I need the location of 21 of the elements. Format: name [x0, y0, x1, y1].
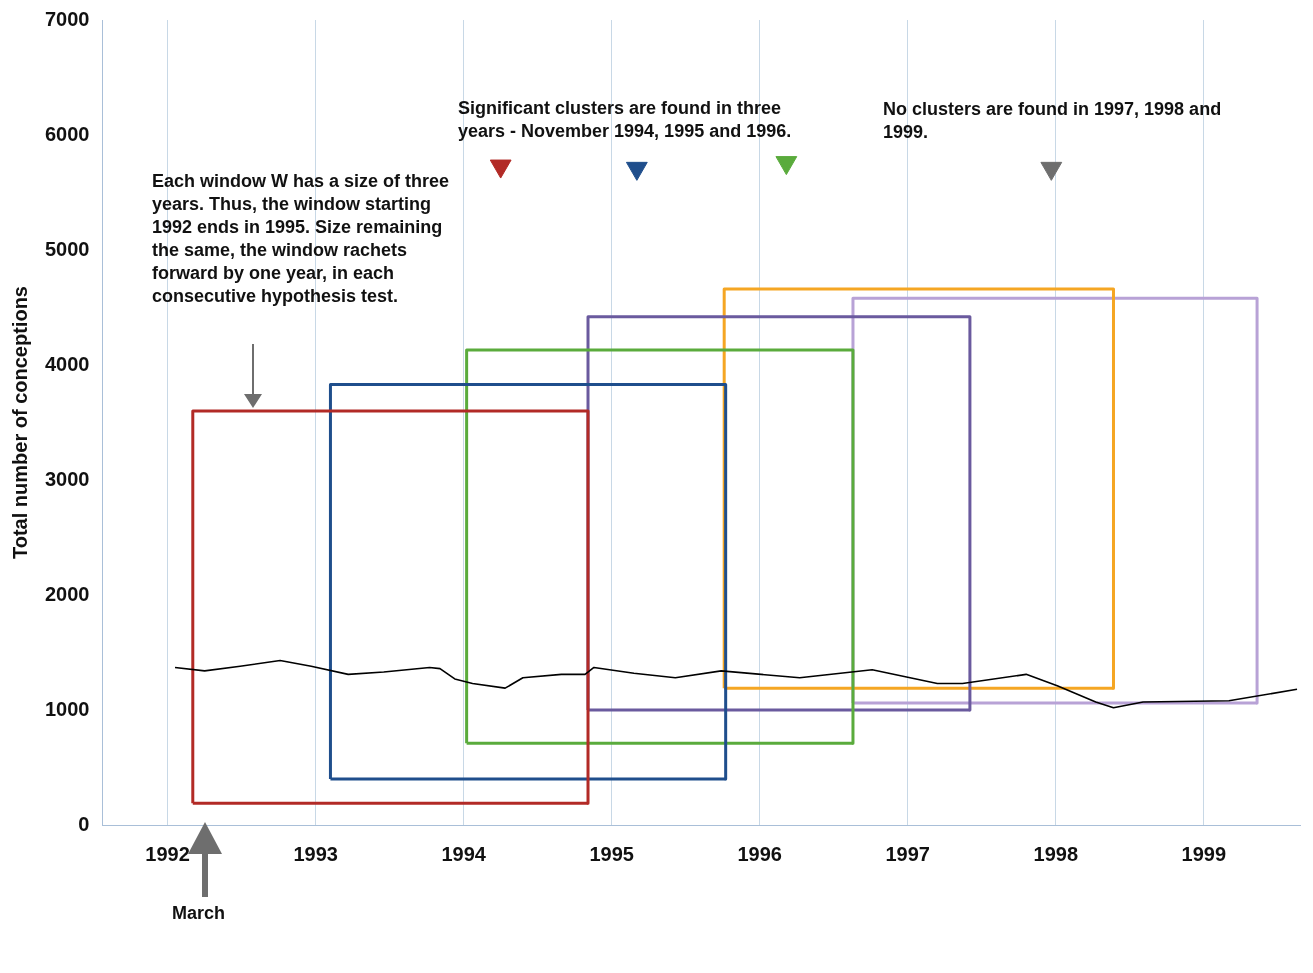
- y-axis-title: Total number of conceptions: [8, 286, 31, 559]
- x-tick-label: 1995: [589, 842, 634, 865]
- y-tick-label: 5000: [44, 237, 90, 260]
- x-tick-label: 1992: [145, 842, 190, 865]
- annotation: Significant clusters are found in three years - November 1994, 1995 and 1996.: [458, 97, 793, 143]
- annotation: Each window W has a size of three years. Thus, the window starting 1992 ends in 1995. Size remaining the same, the window rachets forward by one year, in each consecutive hypothesis test.: [152, 170, 451, 308]
- y-tick-label: 4000: [44, 352, 90, 375]
- y-tick-label: 7000: [44, 7, 90, 30]
- x-tick-label: 1994: [441, 842, 487, 865]
- x-tick-label: 1999: [1181, 842, 1227, 865]
- y-tick-label: 0: [78, 812, 90, 835]
- x-tick-label: 1998: [1033, 842, 1079, 865]
- x-tick-label: 1993: [293, 842, 338, 865]
- x-tick-label: 1997: [885, 842, 930, 865]
- y-tick-label: 3000: [44, 467, 90, 490]
- y-tick-label: 6000: [44, 122, 90, 145]
- y-tick-label: 1000: [44, 697, 90, 720]
- text: March: [172, 902, 226, 925]
- annotation: No clusters are found in 1997, 1998 and 1999.: [883, 98, 1223, 144]
- y-tick-label: 2000: [44, 582, 90, 605]
- x-tick-label: 1996: [737, 842, 782, 865]
